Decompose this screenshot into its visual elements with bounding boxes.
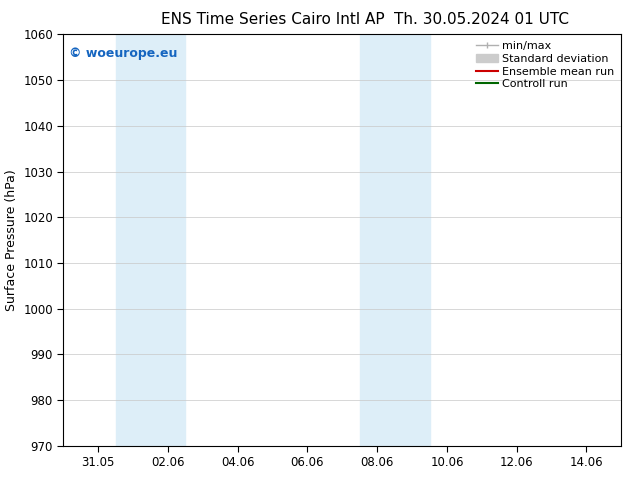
Y-axis label: Surface Pressure (hPa): Surface Pressure (hPa) xyxy=(4,169,18,311)
Bar xyxy=(359,34,429,446)
Text: ENS Time Series Cairo Intl AP: ENS Time Series Cairo Intl AP xyxy=(161,12,384,27)
Bar xyxy=(115,34,185,446)
Legend: min/max, Standard deviation, Ensemble mean run, Controll run: min/max, Standard deviation, Ensemble me… xyxy=(471,37,619,94)
Text: © woeurope.eu: © woeurope.eu xyxy=(69,47,178,60)
Text: Th. 30.05.2024 01 UTC: Th. 30.05.2024 01 UTC xyxy=(394,12,569,27)
